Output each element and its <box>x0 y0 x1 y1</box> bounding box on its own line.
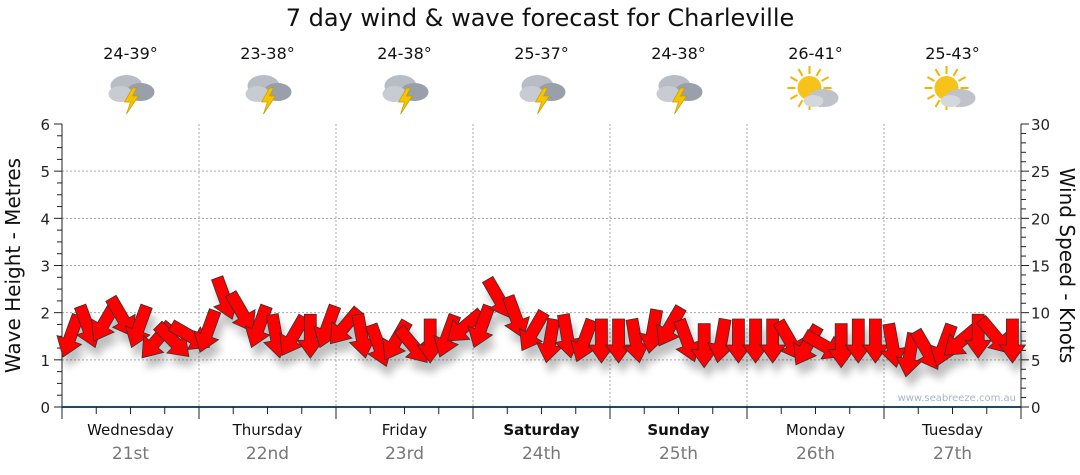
thunderstorm-icon <box>245 75 292 115</box>
wind-arrow <box>929 322 958 367</box>
sun-ray <box>789 94 798 100</box>
thunderstorm-icon <box>108 75 155 115</box>
date-label: 21st <box>112 444 149 464</box>
temp-range: 25-37° <box>514 44 569 63</box>
date-label: 25th <box>659 444 698 464</box>
left-axis-label: Wave Height - Metres <box>1 158 25 373</box>
wind-arrow <box>152 320 190 358</box>
day-label: Tuesday <box>921 421 983 439</box>
wind-arrow <box>707 317 735 364</box>
right-tick-label: 10 <box>1031 305 1050 323</box>
left-tick-label: 0 <box>40 399 50 417</box>
lightning-bolt <box>534 87 551 115</box>
sun-ray <box>821 76 830 82</box>
right-axis-label: Wind Speed - Knots <box>1055 168 1079 364</box>
right-tick-label: 25 <box>1031 163 1050 181</box>
day-label: Monday <box>786 421 845 439</box>
wind-arrow <box>587 318 616 364</box>
sun-ray <box>815 68 822 77</box>
left-tick-label: 5 <box>40 163 50 181</box>
wind-arrow <box>827 323 855 369</box>
sun-ray <box>958 76 967 82</box>
thunderstorm-icon <box>519 75 566 115</box>
left-tick-label: 2 <box>40 305 50 323</box>
temp-range: 24-38° <box>651 44 706 63</box>
cloud-front <box>940 95 961 107</box>
wind-arrow <box>690 323 718 369</box>
left-tick-label: 1 <box>40 352 50 370</box>
sun-ray <box>797 68 804 77</box>
date-label: 27th <box>933 444 972 464</box>
wind-arrow <box>724 318 753 364</box>
sun-cloud-icon <box>787 66 839 110</box>
day-label: Sunday <box>647 421 710 439</box>
wind-arrow <box>656 304 687 347</box>
right-tick-label: 20 <box>1031 210 1050 228</box>
watermark: www.seabreeze.com.au <box>898 393 1016 404</box>
right-tick-label: 5 <box>1031 352 1041 370</box>
wind-arrow <box>502 294 530 339</box>
left-tick-label: 3 <box>40 258 50 276</box>
day-label: Saturday <box>503 421 580 439</box>
wind-arrow <box>844 318 873 364</box>
date-label: 23rd <box>385 444 424 464</box>
sun-ray <box>789 76 798 82</box>
temp-range: 24-39° <box>103 44 158 63</box>
lightning-bolt <box>671 87 688 115</box>
right-tick-label: 0 <box>1031 399 1041 417</box>
wind-arrow <box>604 318 633 364</box>
wind-arrow <box>225 290 256 333</box>
wind-arrow <box>193 308 222 353</box>
wind-arrow <box>622 317 650 364</box>
wind-arrow <box>348 313 376 359</box>
lightning-bolt <box>397 87 414 115</box>
left-tick-label: 4 <box>40 210 50 228</box>
thunderstorm-icon <box>382 75 429 115</box>
left-tick-label: 6 <box>40 116 50 134</box>
wind-arrow <box>296 313 325 359</box>
right-tick-label: 15 <box>1031 258 1050 276</box>
sun-cloud-icon <box>924 66 976 110</box>
wind-arrow <box>244 303 273 349</box>
temp-range: 26-41° <box>788 44 843 63</box>
wind-arrow <box>998 318 1027 364</box>
chart-title: 7 day wind & wave forecast for Charlevil… <box>285 4 795 32</box>
thunderstorm-icon <box>656 75 703 115</box>
sun-ray <box>934 68 941 77</box>
sun-ray <box>926 94 935 100</box>
cloud-front <box>803 95 824 107</box>
lightning-bolt <box>123 87 140 115</box>
day-label: Friday <box>382 421 428 439</box>
date-label: 24th <box>522 444 561 464</box>
date-label: 22nd <box>246 444 289 464</box>
wind-arrow <box>416 318 444 364</box>
lightning-bolt <box>260 87 277 115</box>
wind-arrow <box>467 303 496 349</box>
wind-arrow <box>124 303 153 349</box>
sun-ray <box>952 68 959 77</box>
day-label: Wednesday <box>87 421 174 439</box>
date-label: 26th <box>796 444 835 464</box>
wind-arrow <box>519 308 550 352</box>
sun-ray <box>797 99 804 108</box>
temp-range: 25-43° <box>925 44 980 63</box>
right-tick-label: 30 <box>1031 116 1050 134</box>
wind-arrows <box>56 275 1027 378</box>
day-label: Thursday <box>232 421 303 439</box>
temp-range: 23-38° <box>240 44 295 63</box>
sun-ray <box>926 76 935 82</box>
temp-range: 24-38° <box>377 44 432 63</box>
sun-ray <box>934 99 941 108</box>
wind-arrow <box>741 318 770 364</box>
